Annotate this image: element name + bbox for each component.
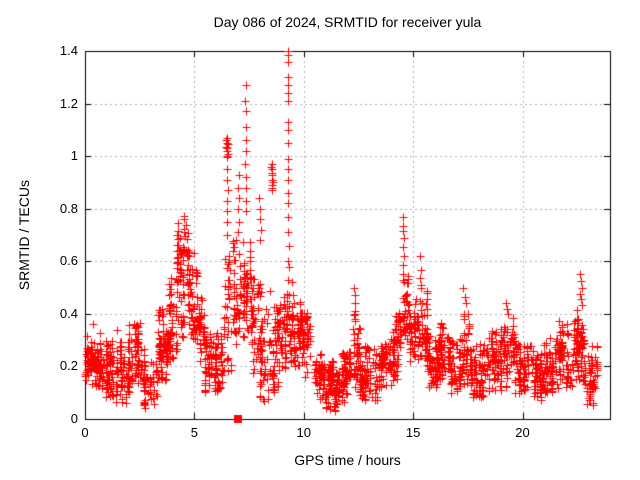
x-axis-label: GPS time / hours: [294, 452, 401, 468]
y-axis-label-wrap: SRMTID / TECUs: [16, 51, 32, 419]
y-axis-label: SRMTID / TECUs: [16, 179, 32, 291]
chart-title: Day 086 of 2024, SRMTID for receiver yul…: [213, 14, 482, 30]
